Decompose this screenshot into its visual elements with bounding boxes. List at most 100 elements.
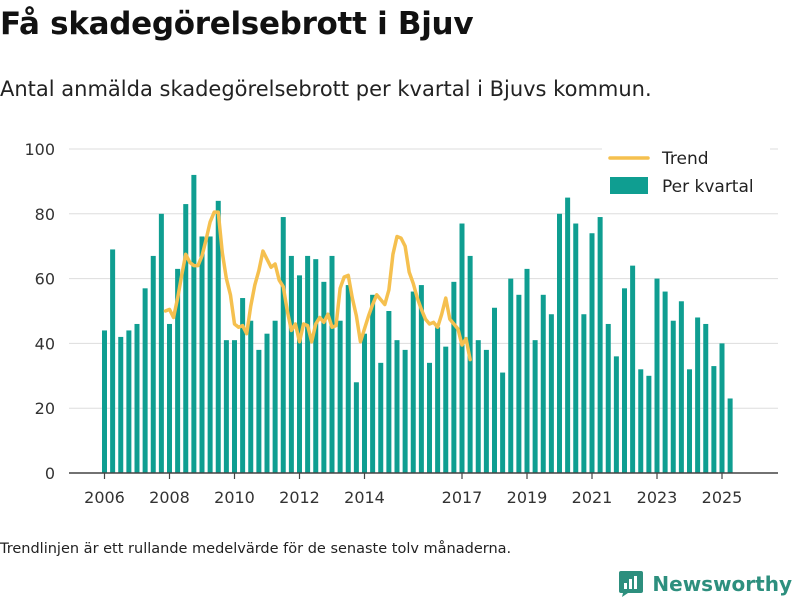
trend-line[interactable] [163,210,472,362]
bar[interactable] [589,233,595,473]
x-tick-label: 2019 [507,488,548,507]
bar[interactable] [264,333,270,473]
bar[interactable] [378,362,384,473]
footnote: Trendlinjen är ett rullande medelvärde f… [0,541,512,557]
bar[interactable] [678,301,684,473]
bar[interactable] [362,333,367,473]
newsworthy-logo-icon [619,571,644,597]
bar[interactable] [443,346,449,473]
bar[interactable] [142,288,148,473]
chart-subtitle: Antal anmälda skadegörelsebrott per kvar… [0,77,652,101]
bar[interactable] [662,291,668,473]
bar[interactable] [305,255,311,473]
bar[interactable] [711,366,717,473]
bar[interactable] [597,217,603,473]
bar[interactable] [134,323,140,473]
x-tick-label: 2023 [637,488,678,507]
y-tick-label: 20 [35,399,55,418]
bar[interactable] [345,285,351,473]
bar[interactable] [199,236,205,473]
bar[interactable] [370,294,376,473]
bar[interactable] [313,259,319,473]
bar[interactable] [394,340,400,473]
bar[interactable] [386,311,392,473]
bar[interactable] [459,223,465,473]
bar[interactable] [427,362,432,473]
bar[interactable] [288,255,294,473]
bar[interactable] [727,398,733,473]
bar[interactable] [524,268,530,473]
bar[interactable] [256,349,262,473]
bar[interactable] [215,200,221,473]
brand-logo[interactable]: Newsworthy [618,569,792,599]
bar[interactable] [654,278,660,473]
bar[interactable] [605,323,611,473]
bar[interactable] [418,285,424,473]
x-tick-label: 2008 [149,488,190,507]
bar[interactable] [613,356,619,473]
bar[interactable] [540,294,546,473]
bar[interactable] [670,320,676,473]
bar[interactable] [223,340,229,473]
bar[interactable] [492,307,497,473]
x-tick-label: 2012 [279,488,320,507]
bar[interactable] [581,314,587,473]
bar[interactable] [102,330,107,473]
bar[interactable] [126,330,132,473]
legend-bar-label: Per kvartal [662,177,754,197]
bar[interactable] [695,317,701,473]
y-axis-ticks: 0 20 40 60 80 100 [24,140,55,483]
bar[interactable] [232,340,237,473]
bar[interactable] [158,213,164,474]
bar[interactable] [297,275,302,473]
bar[interactable] [175,268,181,473]
y-tick-label: 60 [35,270,55,289]
bar[interactable] [329,255,335,473]
bar-chart: 0 20 40 60 80 100 2006 2008 2010 2012 2014 2017 201… [24,140,778,507]
chart-title: Få skadegörelsebrott i Bjuv [0,6,474,42]
bar[interactable] [483,349,489,473]
bar[interactable] [280,217,286,473]
bar[interactable] [687,369,692,473]
bar[interactable] [118,336,124,473]
x-tick-label: 2014 [344,488,385,507]
bar[interactable] [516,294,522,473]
bar[interactable] [500,372,506,473]
bar[interactable] [557,213,562,474]
bar[interactable] [410,291,416,473]
bar[interactable] [532,340,538,473]
bar[interactable] [353,382,359,473]
bar[interactable] [337,320,343,473]
bar[interactable] [475,340,481,473]
bar[interactable] [272,320,278,473]
x-tick-label: 2010 [214,488,255,507]
bar[interactable] [248,320,254,473]
x-tick-label: 2021 [572,488,613,507]
legend-trend-label: Trend [661,149,709,169]
y-tick-label: 0 [45,464,55,483]
bar[interactable] [167,323,172,473]
bar[interactable] [573,223,579,473]
bar[interactable] [565,197,571,473]
bar[interactable] [646,375,652,473]
brand-name: Newsworthy [652,572,792,596]
bar[interactable] [548,314,554,473]
bar[interactable] [638,369,644,473]
bar[interactable] [321,281,327,473]
bar[interactable] [183,204,189,473]
bar[interactable] [719,343,725,473]
bar[interactable] [402,349,408,473]
bar[interactable] [240,298,246,473]
bar[interactable] [630,265,636,473]
bar[interactable] [451,281,457,473]
bar[interactable] [191,174,197,474]
bar[interactable] [508,278,514,473]
bar[interactable] [703,323,709,473]
bar[interactable] [435,327,441,473]
bar[interactable] [467,255,473,473]
bar[interactable] [110,249,116,473]
bar[interactable] [150,255,156,473]
bar[interactable] [207,236,213,473]
bar[interactable] [622,288,627,473]
legend: Trend Per kvartal [602,147,770,203]
